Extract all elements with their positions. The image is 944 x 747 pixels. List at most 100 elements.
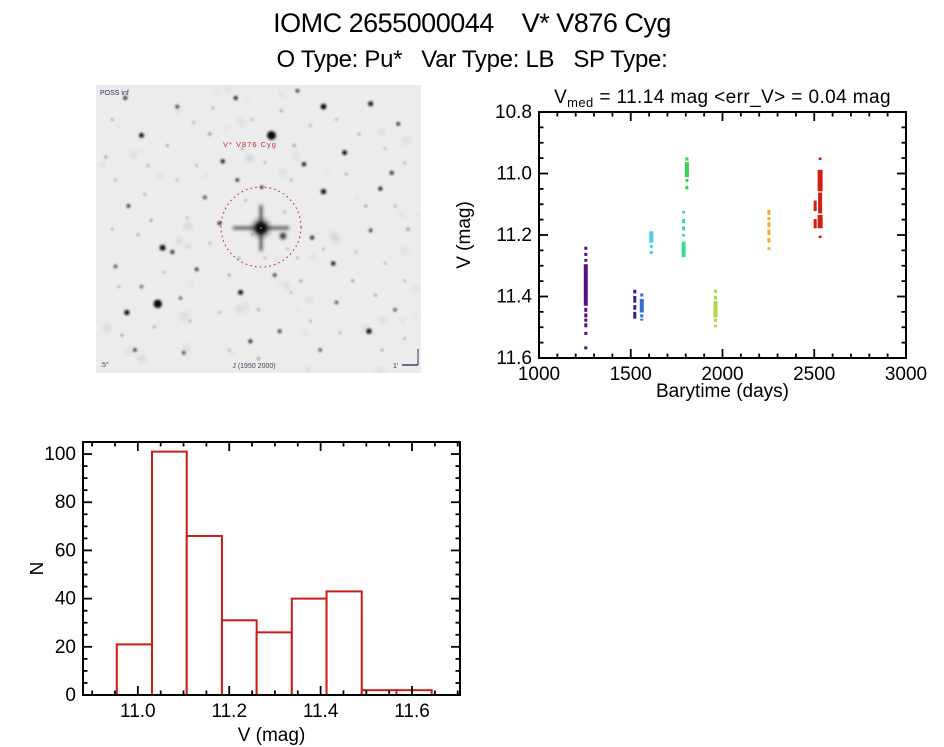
lc-points-epoch-1 xyxy=(584,246,588,250)
star xyxy=(368,228,373,233)
target-name-label: V* V876 Cyg xyxy=(223,140,277,149)
lc-points-epoch-8b xyxy=(818,235,822,239)
star xyxy=(396,121,401,126)
x-tick-label: 2500 xyxy=(793,364,835,385)
lc-points-epoch-6 xyxy=(714,324,718,328)
y-tick-label: 20 xyxy=(55,637,76,658)
star xyxy=(137,233,140,236)
star xyxy=(195,164,198,167)
lc-points-epoch-8b xyxy=(817,169,823,192)
star xyxy=(293,144,296,147)
histogram-bar xyxy=(325,590,363,696)
star xyxy=(150,219,153,222)
y-tick-label: 11.4 xyxy=(496,287,532,308)
star xyxy=(248,339,253,344)
star xyxy=(345,173,348,176)
star xyxy=(335,118,338,121)
lc-points-epoch-5 xyxy=(685,157,689,161)
lc-points-epoch-1 xyxy=(584,346,588,350)
star xyxy=(117,285,120,288)
histogram-bar xyxy=(255,631,293,697)
star xyxy=(330,261,336,266)
star xyxy=(211,106,215,110)
y-tick-label: 11.2 xyxy=(496,225,532,246)
lc-points-epoch-5 xyxy=(685,185,689,190)
finding-chart-image: POSS inf V* V876 Cyg .5° J (1950 2000) 1' xyxy=(96,85,421,373)
star xyxy=(192,121,195,124)
star xyxy=(186,216,188,219)
x-tick-label: 11.6 xyxy=(394,701,430,722)
star xyxy=(111,118,114,121)
histogram-bar xyxy=(115,643,154,696)
scale-bar-label: 1' xyxy=(393,363,398,370)
star xyxy=(147,164,149,167)
x-axis-label: V (mag) xyxy=(238,725,306,746)
target-center-mark xyxy=(259,226,263,230)
x-tick-label: 11.2 xyxy=(211,701,247,722)
lc-points-epoch-5 xyxy=(685,179,689,183)
star xyxy=(320,103,327,110)
star xyxy=(264,161,266,164)
star xyxy=(178,296,183,300)
star xyxy=(351,279,354,283)
y-tick-label: 10.8 xyxy=(495,102,532,123)
star xyxy=(123,95,128,100)
lc-points-epoch-3 xyxy=(649,250,653,255)
star xyxy=(238,289,244,295)
star xyxy=(358,132,361,136)
star xyxy=(334,300,339,305)
star xyxy=(126,204,131,208)
star xyxy=(366,328,372,334)
star xyxy=(175,104,180,109)
star xyxy=(389,170,394,175)
x-tick-label: 1000 xyxy=(518,364,560,385)
lc-points-epoch-7 xyxy=(767,217,771,221)
y-tick-label: 40 xyxy=(55,589,76,610)
y-tick-label: 0 xyxy=(65,685,76,706)
star xyxy=(218,311,221,314)
star xyxy=(290,291,292,294)
lc-points-epoch-8b xyxy=(817,215,823,229)
lc-points-epoch-1 xyxy=(584,318,588,322)
star xyxy=(189,320,192,323)
y-tick-label: 11.6 xyxy=(496,348,532,369)
lc-points-epoch-2b xyxy=(640,314,644,318)
star xyxy=(153,325,156,329)
star xyxy=(182,351,186,355)
star xyxy=(272,273,277,277)
star xyxy=(301,162,307,167)
field-stars xyxy=(104,88,410,360)
star xyxy=(384,262,387,265)
lc-points-epoch-4 xyxy=(682,226,686,231)
star xyxy=(153,299,162,309)
lc-points-epoch-3 xyxy=(649,231,654,243)
y-axis-label: V (mag) xyxy=(455,201,475,269)
lc-points-epoch-8a xyxy=(813,200,817,212)
star xyxy=(406,227,410,231)
lc-points-epoch-4 xyxy=(682,219,686,224)
lc-points-epoch-6 xyxy=(714,289,718,293)
lc-points-epoch-1 xyxy=(584,331,588,335)
star xyxy=(170,250,175,255)
star xyxy=(228,348,231,351)
star xyxy=(277,329,282,334)
lc-points-epoch-2a xyxy=(633,305,637,310)
target-circle xyxy=(220,186,302,268)
star xyxy=(295,88,300,93)
star xyxy=(309,124,312,127)
star xyxy=(322,248,325,251)
star xyxy=(309,320,312,323)
star xyxy=(283,210,286,213)
lc-points-epoch-1 xyxy=(584,307,588,312)
star xyxy=(143,193,146,196)
star xyxy=(384,147,387,150)
lc-points-epoch-1 xyxy=(584,313,588,318)
star xyxy=(380,348,384,352)
star xyxy=(176,179,179,182)
star xyxy=(260,185,264,189)
star xyxy=(378,186,383,191)
lc-points-epoch-2a xyxy=(633,311,637,319)
star xyxy=(318,348,322,352)
survey-watermark: POSS inf xyxy=(100,90,129,97)
star xyxy=(217,221,222,226)
